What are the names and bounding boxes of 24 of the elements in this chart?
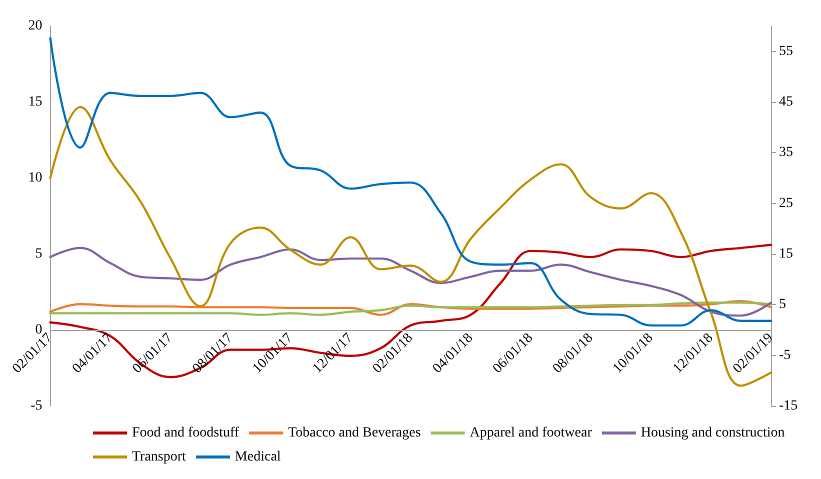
legend-label: Food and foodstuff — [132, 426, 240, 440]
y2-tick-label: 5 — [779, 297, 786, 312]
y-tick-label: 10 — [28, 170, 42, 186]
y2-tick-label: 15 — [779, 246, 793, 262]
y2-tick-label: 45 — [779, 94, 793, 110]
y-tick-label: 20 — [28, 18, 42, 34]
y2-tick-label: 55 — [779, 44, 793, 59]
line-series — [49, 246, 772, 317]
y-tick-label: -5 — [30, 398, 42, 414]
y2-tick-label: 35 — [779, 145, 793, 160]
legend-label: Housing and construction — [640, 426, 785, 440]
y2-tick-label: 25 — [779, 196, 793, 211]
legend-label: Medical — [234, 450, 281, 464]
y2-tick-label: -5 — [779, 348, 791, 363]
legend-label: Tobacco and Beverages — [288, 426, 421, 440]
y2-tick-label: -15 — [779, 398, 798, 414]
y-tick-label: 0 — [35, 322, 42, 338]
line-series — [49, 106, 772, 387]
line-series — [49, 244, 772, 378]
y-tick-label: 15 — [28, 94, 42, 110]
y-tick-label: 5 — [35, 246, 42, 262]
legend-label: Apparel and footwear — [470, 426, 592, 440]
legend-label: Transport — [132, 450, 186, 464]
line-series — [49, 37, 772, 327]
